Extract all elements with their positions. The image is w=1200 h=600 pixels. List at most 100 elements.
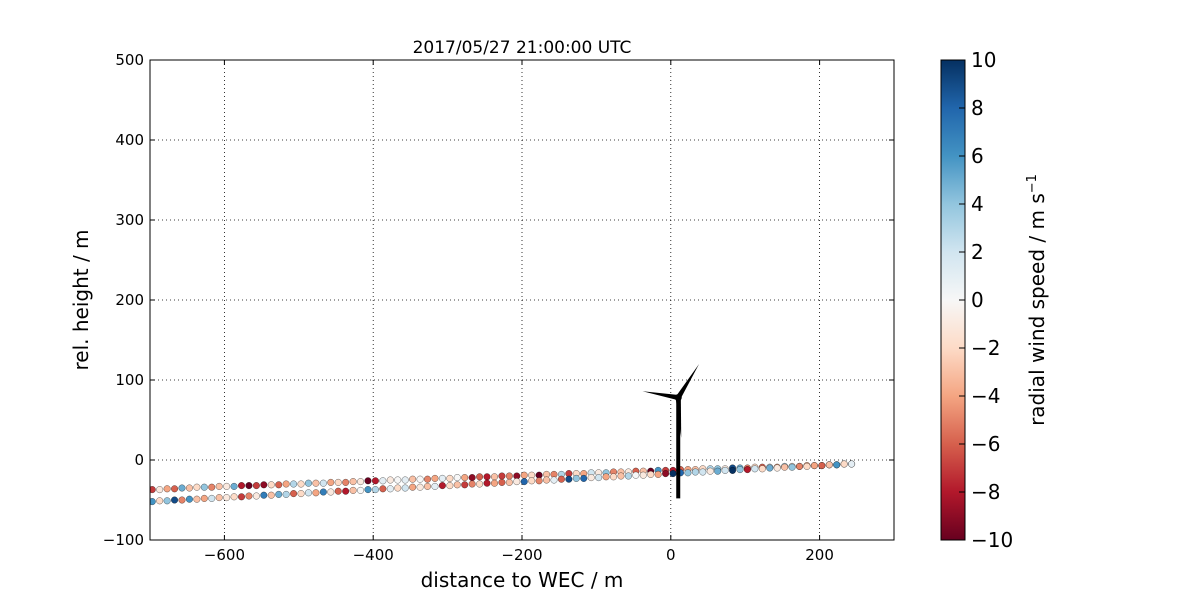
data-point [208,483,216,491]
data-point [386,485,394,493]
x-tick-label: −600 [204,546,245,564]
data-point [319,488,327,496]
data-point [290,490,298,498]
data-point [803,462,811,470]
data-point [401,476,409,484]
data-point [505,478,513,486]
data-point [424,475,431,483]
data-point [208,494,216,502]
data-point [729,466,737,474]
data-point [312,479,320,487]
x-tick-label: 200 [805,546,834,564]
data-point [416,475,424,483]
data-point [461,481,469,489]
data-point [691,468,699,476]
data-point [788,463,796,471]
data-point [721,466,729,474]
data-point [461,474,469,482]
colorbar-tick-label: 4 [971,192,984,216]
colorbar-tick-label: 6 [971,144,984,168]
y-axis-label: rel. height / m [69,229,93,370]
data-point [476,473,484,481]
colorbar-label-text: radial wind speed / m s [1025,193,1049,426]
data-point [260,481,268,489]
data-point [364,486,372,494]
data-point [275,490,283,498]
data-point [245,492,253,500]
data-point [781,463,789,471]
data-point [684,469,692,477]
data-point [543,476,551,484]
data-point [520,471,528,479]
data-point [669,470,677,478]
data-point [699,468,707,476]
y-tick-label: 200 [115,291,144,309]
turbine-blade [642,391,679,401]
turbine-blade [676,364,700,399]
data-point [438,474,446,482]
data-point [171,485,179,493]
y-tick-label: 100 [115,371,144,389]
data-point [364,477,372,485]
data-point [662,470,670,478]
data-point [163,497,171,505]
data-point [438,482,446,490]
data-point [349,486,357,494]
data-point [513,478,521,486]
data-point [401,484,409,492]
data-point [572,474,580,482]
y-tick-label: 400 [115,131,144,149]
data-point [163,485,171,493]
data-point [171,496,179,504]
data-point [150,486,156,494]
data-point [840,460,848,468]
data-point [200,494,208,502]
data-point [238,482,245,490]
data-point [252,492,260,500]
data-point [557,475,565,483]
turbine-blade [675,397,682,438]
data-point [535,477,543,485]
data-point [483,473,491,481]
data-point [468,480,476,488]
data-point [371,477,379,485]
data-point [275,481,283,489]
data-point [565,475,573,483]
data-point [312,489,320,497]
colorbar-tick-label: 2 [971,240,984,264]
data-point [424,482,431,490]
data-point [595,474,603,482]
data-point [327,478,335,486]
data-point [379,485,387,493]
data-point [498,478,506,486]
x-axis-ticks: −600 −400 −200 0 200 [204,60,834,564]
data-point [491,479,498,487]
data-point [371,486,379,494]
data-point [185,484,193,492]
data-point [409,475,417,483]
data-point [528,477,536,485]
data-point [773,464,781,472]
data-point [796,462,803,470]
data-point [394,484,402,492]
turbine-hub [674,394,682,402]
x-axis-label: distance to WEC / m [421,568,624,592]
y-tick-label: 300 [115,211,144,229]
data-point [446,474,454,482]
data-point [632,471,640,479]
colorbar-tick-label: −2 [971,336,1000,360]
data-point [245,482,253,490]
data-point [185,495,193,503]
data-point [580,474,588,482]
data-point [446,482,454,490]
colorbar-tick-label: −10 [971,528,1013,552]
data-point [223,494,231,502]
data-point [342,487,350,495]
data-point [714,467,722,475]
data-point [193,495,201,503]
data-point [617,472,625,480]
data-point [282,480,290,488]
data-point [230,482,238,490]
data-point [736,466,744,474]
data-point [394,476,402,484]
